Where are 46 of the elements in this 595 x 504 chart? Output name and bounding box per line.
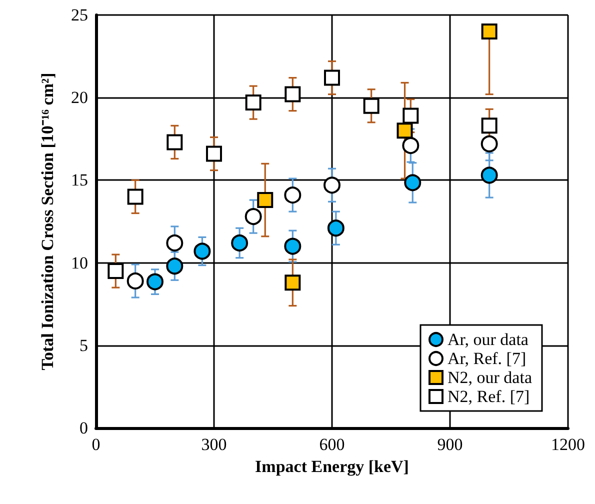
point [324,176,340,194]
y-axis-title: Total Ionization Cross Section [10⁻¹⁶ cm²] [38,72,57,370]
point [206,146,222,162]
point [108,263,124,280]
legend-label: N2, our data [448,368,532,387]
x-axis-title: Impact Energy [keV] [255,457,409,476]
x-tick-label: 300 [201,435,227,454]
y-tick-label: 5 [80,336,88,355]
point [324,70,340,86]
y-tick-label: 0 [80,418,88,438]
legend-label: Ar, our data [448,330,529,349]
point [363,98,380,114]
x-tick-label: 600 [319,435,345,454]
point [481,118,498,134]
point [245,94,262,111]
legend-label: N2, Ref. [7] [448,387,530,406]
y-tick-label: 25 [71,6,88,24]
point [231,234,248,252]
x-tick-label: 900 [437,435,463,454]
point [284,238,302,255]
point [481,24,498,40]
point [404,174,422,192]
point [284,274,301,291]
point [327,220,344,237]
point [284,186,302,204]
point [480,166,498,184]
y-tick-label: 15 [71,170,88,190]
point [480,135,498,152]
y-tick-label: 10 [71,253,88,272]
point [396,122,413,139]
point [166,234,184,252]
x-tick-label: 0 [92,435,100,454]
point [166,134,183,150]
legend-label: Ar, Ref. [7] [448,349,526,368]
point [127,188,144,205]
point [257,192,274,208]
point [402,137,420,154]
point [166,258,184,275]
x-tick-label: 1200 [551,435,585,454]
point [244,208,262,226]
point [126,272,144,290]
point [194,242,211,260]
y-tick-label: 20 [71,88,88,108]
point [402,108,419,124]
point [284,86,301,102]
point [146,273,164,290]
